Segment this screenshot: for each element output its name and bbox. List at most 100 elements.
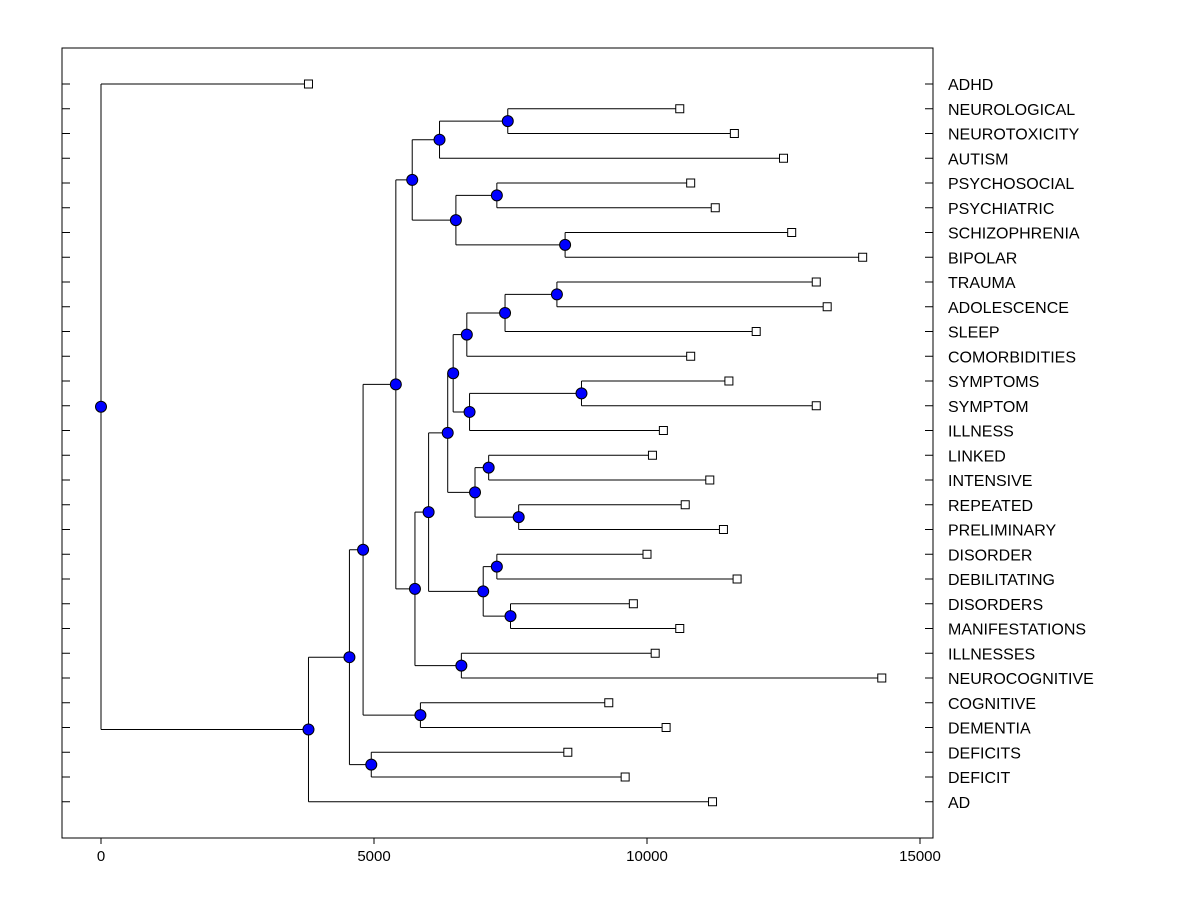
merge-node-n10: [575, 387, 588, 400]
leaf-marker-deficit: [620, 772, 630, 782]
leaf-marker-psychiatric: [710, 203, 720, 213]
leaf-marker-intensive: [705, 475, 715, 485]
leaf-marker-comorbidities: [686, 351, 696, 361]
leaf-marker-bipolar: [858, 252, 868, 262]
merge-node-n14: [512, 511, 525, 524]
leaf-label-repeated: REPEATED: [948, 498, 1033, 515]
leaf-marker-cognitive: [604, 698, 614, 708]
leaf-marker-trauma: [811, 277, 821, 287]
merge-node-n25: [357, 543, 370, 556]
x-tick-label: 0: [97, 848, 105, 865]
merge-node-n18: [504, 610, 517, 623]
leaf-label-symptoms: SYMPTOMS: [948, 374, 1039, 391]
leaf-label-debilitating: DEBILITATING: [948, 572, 1055, 589]
leaf-label-disorders: DISORDERS: [948, 597, 1043, 614]
merge-node-n23: [389, 378, 402, 391]
leaf-label-cognitive: COGNITIVE: [948, 696, 1036, 713]
merge-node-n24: [414, 709, 427, 722]
leaf-marker-illness: [658, 426, 668, 435]
leaf-label-neurotoxicity: NEUROTOXICITY: [948, 127, 1080, 144]
leaf-label-linked: LINKED: [948, 448, 1006, 465]
plot-frame: [61, 47, 934, 839]
merge-node-n16: [441, 426, 454, 439]
leaf-marker-psychosocial: [686, 178, 696, 188]
leaf-label-sleep: SLEEP: [948, 325, 1000, 342]
leaf-label-neurocognitive: NEUROCOGNITIVE: [948, 671, 1094, 688]
leaf-label-adolescence: ADOLESCENCE: [948, 300, 1069, 317]
leaf-label-manifestations: MANIFESTATIONS: [948, 622, 1086, 639]
merge-node-n28: [302, 723, 315, 736]
leaf-marker-manifestations: [675, 624, 685, 633]
leaf-label-trauma: TRAUMA: [948, 275, 1016, 292]
x-tick-label: 5000: [357, 848, 390, 865]
leaf-label-symptom: SYMPTOM: [948, 399, 1029, 416]
merge-node-n13: [482, 461, 495, 474]
leaf-label-bipolar: BIPOLAR: [948, 250, 1017, 267]
merge-node-n19: [477, 585, 490, 598]
merge-node-n21: [455, 659, 468, 672]
leaf-marker-illnesses: [650, 648, 660, 658]
merge-node-n11: [463, 405, 476, 418]
leaf-marker-autism: [779, 153, 788, 163]
leaf-marker-neurological: [675, 104, 685, 114]
leaf-marker-neurotoxicity: [729, 129, 739, 138]
leaf-marker-repeated: [680, 500, 690, 510]
leaf-label-adhd: ADHD: [948, 77, 993, 94]
x-tick-label: 15000: [899, 848, 941, 865]
merge-node-n26: [365, 758, 378, 771]
merge-node-n03: [490, 189, 503, 202]
merge-node-n01: [501, 115, 514, 128]
leaf-label-illness: ILLNESS: [948, 424, 1014, 441]
leaf-marker-debilitating: [732, 574, 742, 584]
merge-node-n22: [408, 582, 421, 595]
x-axis-labels: 0 5000 10000 15000: [97, 848, 941, 865]
merge-node-root: [95, 400, 107, 413]
merge-node-n15: [469, 486, 482, 499]
merge-nodes: [95, 115, 588, 771]
merge-node-n17: [490, 560, 503, 573]
leaf-label-comorbidities: COMORBIDITIES: [948, 349, 1076, 366]
x-tick-label: 10000: [626, 848, 668, 865]
leaf-marker-preliminary: [718, 525, 728, 534]
axis-ticks: [62, 83, 933, 844]
merge-node-n07: [550, 288, 563, 301]
leaf-label-ad: AD: [948, 795, 970, 812]
leaf-marker-schizophrenia: [787, 228, 797, 237]
leaf-label-deficit: DEFICIT: [948, 770, 1010, 787]
merge-node-n27: [343, 651, 356, 664]
leaf-label-disorder: DISORDER: [948, 547, 1032, 564]
leaf-labels: ADHD NEUROLOGICAL NEUROTOXICITY AUTISM PSYCH…: [948, 77, 1094, 812]
leaf-marker-neurocognitive: [877, 673, 887, 683]
leaf-label-dementia: DEMENTIA: [948, 721, 1031, 738]
leaf-label-autism: AUTISM: [948, 151, 1008, 168]
leaf-marker-adolescence: [822, 302, 832, 312]
dendrogram-links: [100, 83, 882, 803]
merge-node-n06: [406, 173, 419, 186]
leaf-marker-adhd: [303, 79, 313, 89]
merge-node-n08: [499, 306, 512, 319]
merge-node-n09: [460, 328, 473, 341]
leaf-markers: [303, 79, 887, 807]
leaf-label-preliminary: PRELIMINARY: [948, 523, 1057, 540]
merge-node-n02: [433, 133, 446, 146]
merge-node-n05: [449, 214, 462, 227]
merge-node-n04: [559, 238, 572, 251]
leaf-marker-ad: [708, 797, 718, 807]
leaf-marker-disorder: [642, 549, 652, 559]
leaf-label-psychosocial: PSYCHOSOCIAL: [948, 176, 1074, 193]
leaf-marker-symptom: [811, 401, 821, 411]
leaf-label-illnesses: ILLNESSES: [948, 646, 1035, 663]
leaf-marker-dementia: [661, 723, 671, 732]
leaf-label-deficits: DEFICITS: [948, 745, 1021, 762]
leaf-marker-sleep: [751, 327, 761, 336]
merge-node-n12: [447, 367, 460, 380]
leaf-label-intensive: INTENSIVE: [948, 473, 1032, 490]
leaf-marker-deficits: [563, 747, 573, 757]
merge-node-n20: [422, 506, 435, 519]
leaf-label-psychiatric: PSYCHIATRIC: [948, 201, 1054, 218]
leaf-label-neurological: NEUROLOGICAL: [948, 102, 1075, 119]
leaf-marker-linked: [647, 450, 657, 460]
leaf-marker-symptoms: [724, 376, 734, 386]
